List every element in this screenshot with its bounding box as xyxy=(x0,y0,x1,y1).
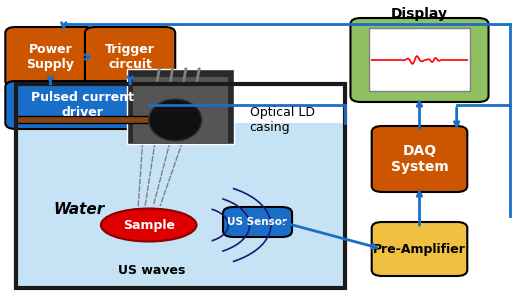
Bar xyxy=(127,69,234,144)
Bar xyxy=(133,76,228,142)
Text: Water: Water xyxy=(53,202,105,217)
FancyBboxPatch shape xyxy=(85,27,175,87)
FancyBboxPatch shape xyxy=(5,81,159,129)
Text: Power
Supply: Power Supply xyxy=(27,43,74,71)
Text: Trigger
circuit: Trigger circuit xyxy=(105,43,155,71)
Ellipse shape xyxy=(149,99,202,141)
Text: Optical LD
casing: Optical LD casing xyxy=(250,106,314,134)
FancyBboxPatch shape xyxy=(350,18,489,102)
Text: Sample: Sample xyxy=(123,218,175,232)
Text: US waves: US waves xyxy=(118,263,185,277)
FancyBboxPatch shape xyxy=(5,27,96,87)
Bar xyxy=(16,84,345,288)
Ellipse shape xyxy=(101,208,196,242)
Text: US Sensor: US Sensor xyxy=(227,217,288,227)
Text: Pulsed current
driver: Pulsed current driver xyxy=(31,91,134,119)
Bar xyxy=(16,123,345,288)
Bar xyxy=(16,116,149,123)
FancyBboxPatch shape xyxy=(223,207,292,237)
Bar xyxy=(369,28,470,92)
FancyBboxPatch shape xyxy=(372,126,467,192)
Text: Display: Display xyxy=(391,7,448,21)
Text: DAQ
System: DAQ System xyxy=(391,144,448,174)
FancyBboxPatch shape xyxy=(372,222,467,276)
Text: Pre-Amplifier: Pre-Amplifier xyxy=(373,242,466,256)
